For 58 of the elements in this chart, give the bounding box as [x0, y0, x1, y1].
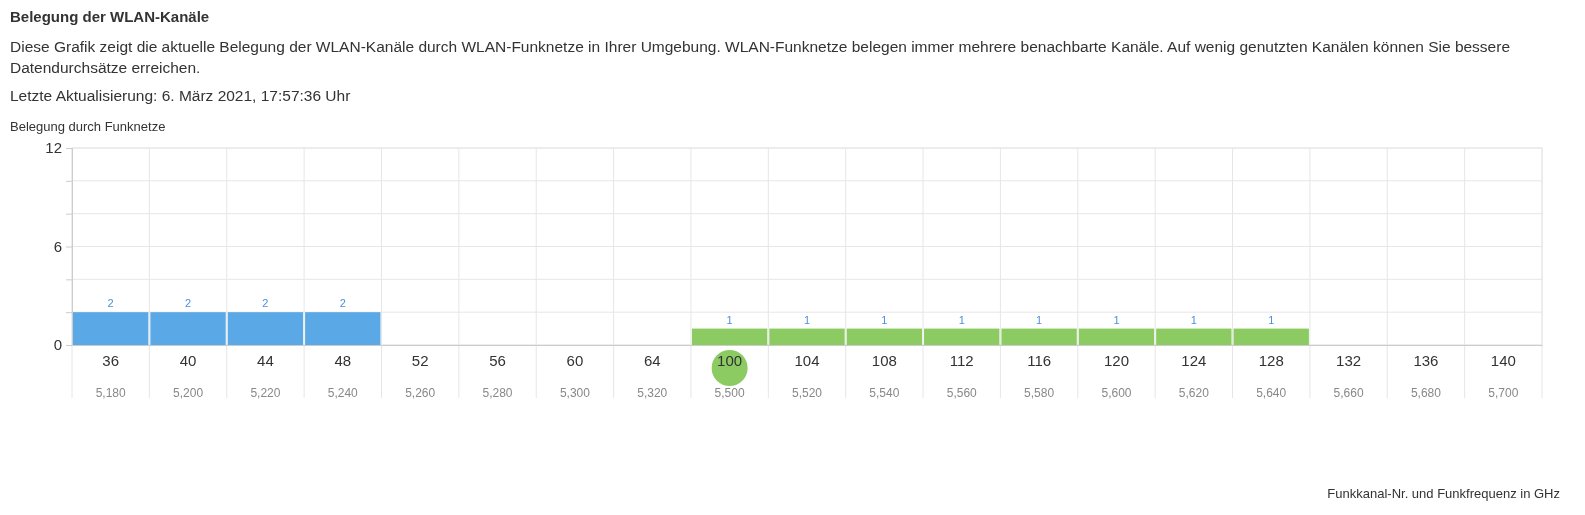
text: 5,680 [1410, 386, 1442, 400]
text: 5,560 [946, 386, 978, 400]
x-tick-label: 60 [566, 352, 584, 369]
data-label: 2 [184, 297, 192, 310]
text: 5,520 [791, 386, 823, 400]
text: Letzte Aktualisierung: 6. März 2021, 17:57:36 Uhr [10, 87, 351, 104]
x-tick-label: 48 [334, 352, 352, 369]
text: 5,660 [1333, 386, 1364, 400]
text: 5,260 [405, 386, 436, 400]
data-label: 2 [107, 297, 114, 310]
text: 5,500 [714, 386, 745, 400]
x-tick-label: 64 [643, 352, 661, 369]
text: 5,280 [482, 386, 513, 400]
text: 5,240 [327, 386, 359, 400]
chart-subtitle: Diese Grafik zeigt die aktuelle Belegung der WLAN-Kanäle durch WLAN-Funknetze in Ihrer Umgebung. WLAN-Funknetze belegen immer mehrere benachbarte Kanäle. Auf wenig genutzten Kanälen können Sie bessere Datendurchsätze erreichen. [10, 38, 1511, 76]
text: 5,620 [1178, 386, 1210, 400]
text: 5,320 [637, 386, 668, 400]
text: 5,540 [869, 386, 900, 400]
text: 5,600 [1101, 386, 1132, 400]
text: 5,300 [559, 386, 591, 400]
data-label: 1 [881, 313, 888, 326]
x-tick-label: 52 [411, 352, 429, 369]
x-tick-label: 112 [949, 352, 974, 369]
y-tick-label: 12 [45, 139, 62, 157]
x-tick-label: 124 [1181, 352, 1207, 369]
data-label: 1 [1190, 313, 1197, 326]
x-tick-label: 104 [794, 352, 820, 369]
x-tick-label: 36 [102, 352, 120, 369]
text: 5,640 [1256, 386, 1287, 400]
x-tick-label: 132 [1336, 352, 1362, 369]
data-label: 2 [262, 297, 269, 310]
chart-title: Belegung der WLAN-Kanäle [10, 8, 210, 25]
data-label: 1 [1113, 313, 1120, 326]
text: 5,580 [1024, 386, 1055, 400]
data-label: 1 [1268, 313, 1275, 326]
y-axis-title: Belegung durch Funknetze [10, 119, 166, 134]
y-tick-label: 0 [53, 336, 62, 354]
text: 5,220 [250, 386, 281, 400]
y-tick-label: 6 [53, 237, 62, 255]
text: 5,200 [173, 386, 204, 400]
x-tick-label: 100 [717, 352, 743, 369]
data-label: 1 [803, 313, 811, 326]
x-tick-label: 56 [489, 352, 506, 369]
x-tick-label: 116 [1027, 352, 1052, 369]
x-tick-label: 120 [1103, 352, 1129, 369]
x-tick-label: 40 [179, 352, 197, 369]
data-label: 1 [726, 313, 733, 326]
text: 5,180 [95, 386, 127, 400]
data-label: 1 [958, 313, 965, 326]
data-label: 1 [1036, 313, 1043, 326]
x-tick-label: 136 [1413, 352, 1439, 369]
x-tick-label: 108 [871, 352, 897, 369]
data-label: 2 [339, 297, 346, 310]
text: Funkkanal-Nr. und Funkfrequenz in GHz [1327, 486, 1560, 501]
text: 5,700 [1488, 386, 1519, 400]
x-tick-label: 140 [1490, 352, 1516, 369]
x-tick-label: 44 [257, 352, 274, 369]
x-tick-label: 128 [1258, 352, 1284, 369]
